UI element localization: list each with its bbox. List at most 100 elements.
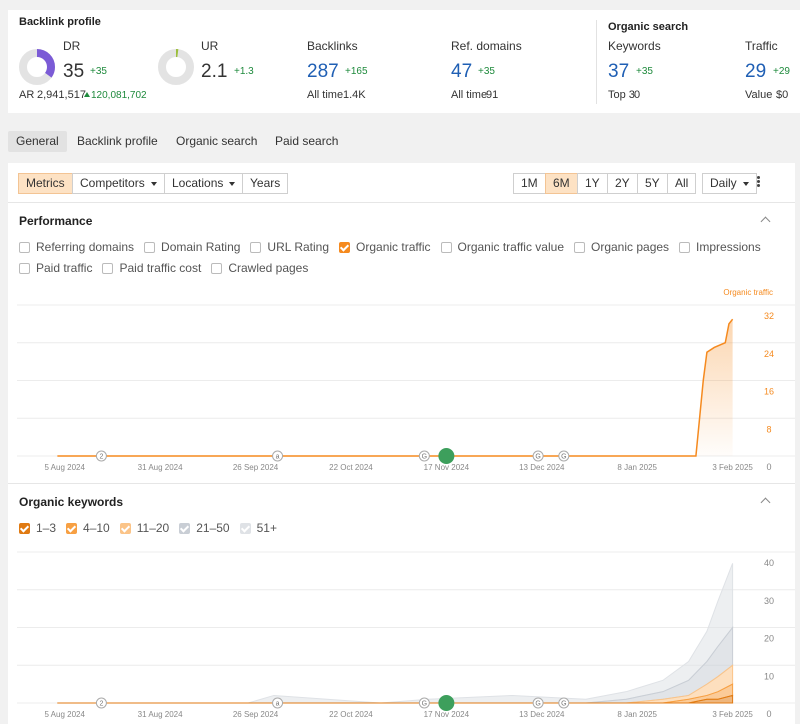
option-label: Organic pages [591,240,669,254]
checkbox [66,523,77,534]
x-tick-label: 5 Aug 2024 [44,463,85,472]
tab[interactable]: Organic search [168,131,265,152]
event-dot [438,448,454,464]
x-tick-label: 8 Jan 2025 [617,463,657,472]
view-button[interactable]: Locations [164,173,243,194]
annotation-label: G [535,701,540,708]
dropdown-caret [229,182,235,186]
metric-value[interactable]: 29 [745,61,766,83]
option-label: 11–20 [137,521,169,535]
y-tick-label: 30 [764,596,774,606]
checkbox [240,523,251,534]
x-tick-label: 31 Aug 2024 [138,463,183,472]
button-label: Years [250,176,280,190]
dropdown-caret [151,182,157,186]
annotation-label: 2 [99,701,103,708]
option-checkbox[interactable]: Paid traffic cost [102,261,201,275]
metric-label: DR [63,39,80,53]
y-tick-label: 8 [766,424,771,434]
metric-sub-label: All time [307,89,343,101]
view-button[interactable]: Competitors [72,173,165,194]
y-tick-label: 40 [764,558,774,568]
option-checkbox[interactable]: Impressions [679,240,761,254]
period-button[interactable]: 1Y [577,173,608,194]
option-checkbox[interactable]: Organic traffic [339,240,430,254]
x-tick-label: 8 Jan 2025 [617,710,657,719]
metric-label: AR [19,89,34,101]
annotation-label: G [561,701,566,708]
option-checkbox[interactable]: Crawled pages [211,261,308,275]
period-button[interactable]: 6M [545,173,578,194]
annotation-label: G [422,701,427,708]
metric-value[interactable]: 287 [307,61,339,83]
checkbox [211,263,222,274]
option-label: Crawled pages [228,261,308,275]
x-tick-label: 26 Sep 2024 [233,710,279,719]
option-checkbox[interactable]: Referring domains [19,240,134,254]
period-button[interactable]: 5Y [637,173,668,194]
metric-label: Keywords [608,39,661,53]
metric-label: UR [201,39,218,53]
metric-change: +35 [636,66,653,77]
view-button[interactable]: Metrics [18,173,73,194]
option-checkbox[interactable]: Paid traffic [19,261,92,275]
metric-value[interactable]: 47 [451,61,472,83]
period-button[interactable]: 1M [513,173,546,194]
ur-donut [157,48,195,86]
option-checkbox[interactable]: URL Rating [250,240,329,254]
more-menu[interactable] [757,176,760,179]
axis-label: Organic traffic [723,288,773,297]
option-checkbox[interactable]: 1–3 [19,521,56,535]
interval-dropdown[interactable]: Daily [702,173,757,194]
option-label: Paid traffic [36,261,92,275]
option-label: 51+ [257,521,277,535]
section-title: Backlink profile [19,16,101,28]
stacked-area [57,563,732,703]
checkbox [250,242,261,253]
checkbox [102,263,113,274]
y-tick-label: 20 [764,634,774,644]
divider [8,202,795,203]
y-tick-label: 10 [764,671,774,681]
tab[interactable]: Paid search [267,131,346,152]
period-button[interactable]: 2Y [607,173,638,194]
checkbox [574,242,585,253]
button-label: Locations [172,176,223,190]
dropdown-caret [743,182,749,186]
tab[interactable]: General [8,131,67,152]
option-checkbox[interactable]: Organic traffic value [441,240,565,254]
y-tick-label: 0 [766,462,771,472]
option-checkbox[interactable]: 51+ [240,521,277,535]
metric-change: +29 [773,66,790,77]
checkbox [144,242,155,253]
x-tick-label: 26 Sep 2024 [233,463,279,472]
period-button[interactable]: All [667,173,696,194]
keywords-chart: 0102030405 Aug 202431 Aug 202426 Sep 202… [8,545,795,724]
option-checkbox[interactable]: 11–20 [120,521,169,535]
metric-label: Traffic [745,39,778,53]
tab[interactable]: Backlink profile [69,131,166,152]
view-button[interactable]: Years [242,173,288,194]
x-tick-label: 13 Dec 2024 [519,463,565,472]
metric-value[interactable]: 37 [608,61,629,83]
option-checkbox[interactable]: Organic pages [574,240,669,254]
metric-value: 2,941,517 [37,89,86,101]
y-tick-label: 16 [764,387,774,397]
x-tick-label: 3 Feb 2025 [712,710,753,719]
y-tick-label: 32 [764,311,774,321]
option-label: Domain Rating [161,240,240,254]
option-checkbox[interactable]: 21–50 [179,521,229,535]
performance-chart: 08162432Organic traffic5 Aug 202431 Aug … [8,280,795,480]
metric-sub-value: $0 [776,89,788,101]
x-tick-label: 31 Aug 2024 [138,710,183,719]
button-label: Competitors [80,176,145,190]
option-checkbox[interactable]: 4–10 [66,521,110,535]
annotation-label: G [535,454,540,461]
checkbox [19,242,30,253]
option-label: 21–50 [196,521,229,535]
option-checkbox[interactable]: Domain Rating [144,240,240,254]
annotation-label: G [561,454,566,461]
metric-label: Backlinks [307,39,358,53]
